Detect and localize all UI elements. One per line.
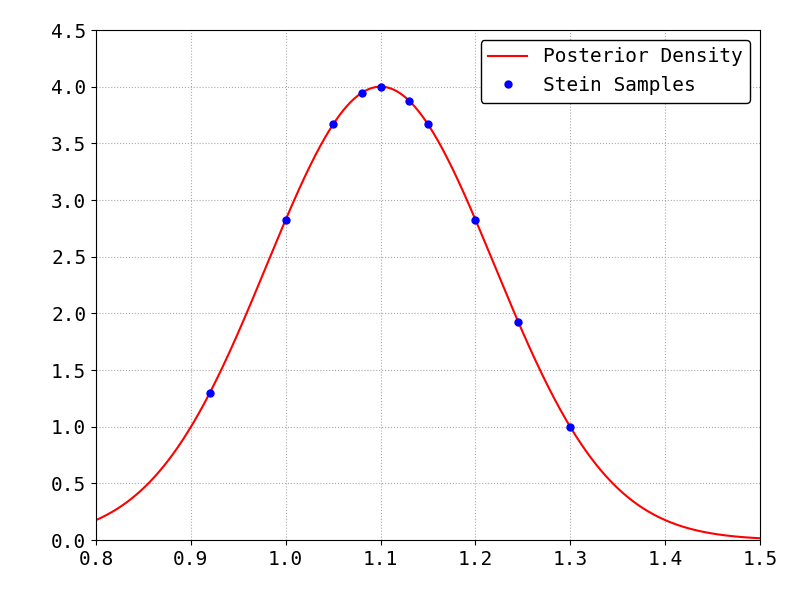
Stein Samples [514, 318, 523, 325]
Posterior Density [376, 83, 386, 90]
Stein Samples [328, 121, 338, 128]
Stein Samples [404, 97, 414, 104]
Stein Samples [281, 216, 290, 223]
Stein Samples [566, 424, 575, 431]
Line: Stein Samples: Stein Samples [206, 83, 574, 430]
Stein Samples [357, 89, 366, 97]
Stein Samples [470, 216, 480, 223]
Posterior Density [91, 517, 101, 524]
Line: Posterior Density: Posterior Density [96, 86, 760, 538]
Posterior Density [622, 493, 631, 500]
Stein Samples [423, 121, 433, 128]
Posterior Density [610, 481, 619, 488]
Posterior Density [159, 463, 169, 470]
Posterior Density [360, 88, 370, 95]
Stein Samples [376, 83, 386, 90]
Posterior Density [384, 85, 394, 92]
Legend: Posterior Density, Stein Samples: Posterior Density, Stein Samples [481, 40, 750, 103]
Stein Samples [205, 389, 214, 397]
Posterior Density [755, 535, 765, 542]
Posterior Density [548, 392, 558, 399]
